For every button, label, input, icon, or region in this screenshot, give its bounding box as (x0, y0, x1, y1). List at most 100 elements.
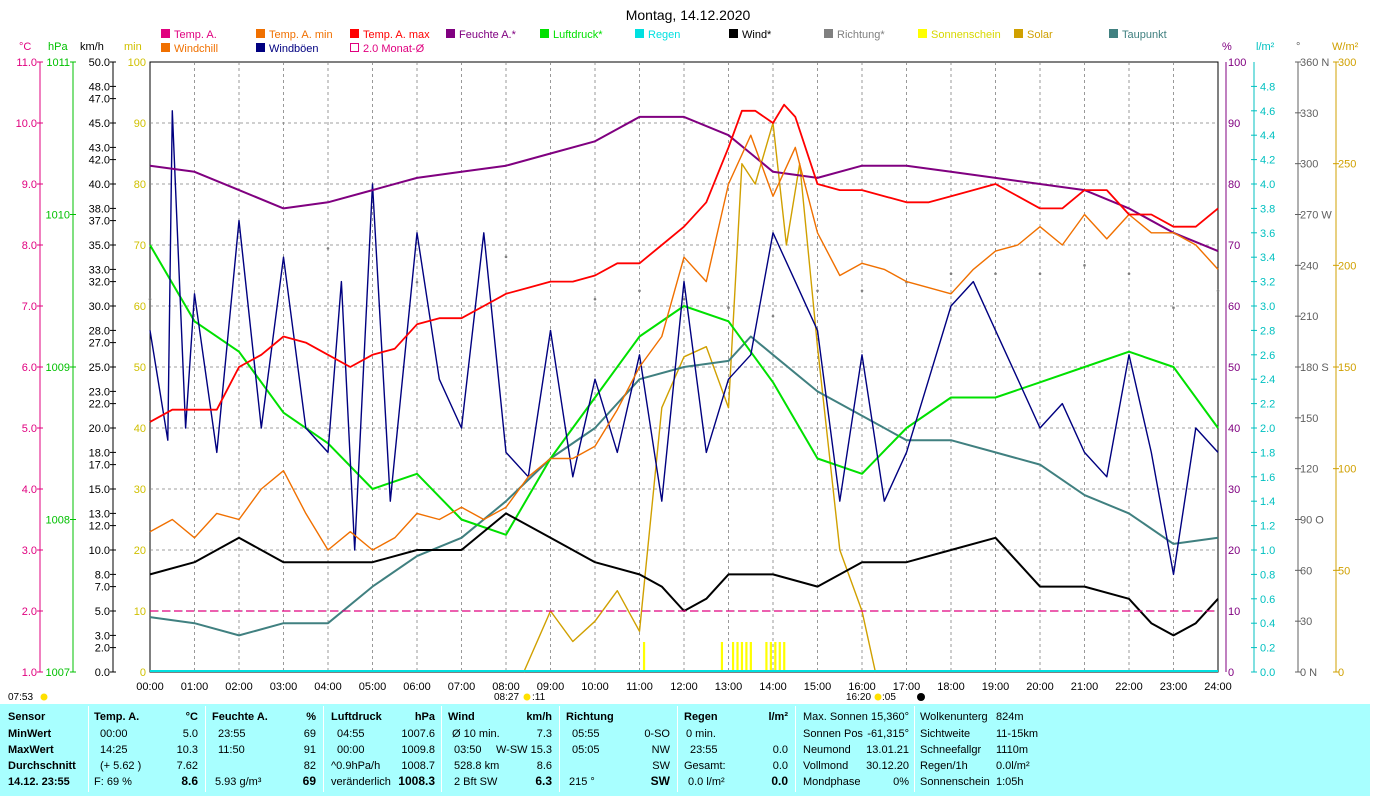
solar-tick: 250 (1338, 159, 1356, 171)
sunshine-bar (749, 642, 752, 672)
divider (441, 706, 442, 792)
legend-label: Feuchte A.* (459, 29, 517, 41)
divider (559, 706, 560, 792)
rain-tick: 1.4 (1260, 496, 1275, 508)
hour-tick: 06:00 (403, 681, 431, 693)
hum-avg-value: 82 (303, 760, 316, 772)
wind-tick: 37.0 (89, 216, 110, 228)
hum-abs: 5.93 g/m³ (215, 776, 262, 788)
series-temp-a (149, 103, 1219, 423)
wind-tick: 22.0 (89, 399, 110, 411)
wind-tick: 10.0 (89, 545, 110, 557)
astro-max-sun-value: 15,360° (870, 711, 909, 723)
sunshine-bar (774, 642, 777, 672)
rain-section: Regen l/m² 0 min. 23:55 0.0 Gesamt: 0.0 … (684, 704, 790, 796)
min-tick: 20 (134, 545, 146, 557)
hour-tick: 05:00 (359, 681, 387, 693)
pressure-tick: 1010 (46, 210, 70, 222)
direction-point (593, 297, 597, 301)
hour-tick: 12:00 (670, 681, 698, 693)
hour-tick: 22:00 (1115, 681, 1143, 693)
rain-tick: 0.2 (1260, 643, 1275, 655)
min-tick: 30 (134, 484, 146, 496)
direction-point (148, 297, 152, 301)
wind-tick: 27.0 (89, 338, 110, 350)
temp-head: Temp. A. (94, 711, 140, 723)
wind-tick: 23.0 (89, 386, 110, 398)
sunshine-bar (642, 642, 646, 672)
temp-min-value: 5.0 (182, 728, 198, 740)
wind-tick: 12.0 (89, 521, 110, 533)
dir-tick: 60 (1300, 565, 1312, 577)
solar-tick: 150 (1338, 362, 1356, 374)
legend-label: Temp. A. min (269, 29, 333, 41)
moon-icon (917, 693, 925, 701)
legend-label: Wind* (742, 29, 772, 41)
wind-tick: 42.0 (89, 155, 110, 167)
legend-swatch (729, 29, 738, 38)
series-feuchte-a (149, 115, 1219, 253)
dir-tick: 120 (1300, 464, 1318, 476)
astro-fullmoon-label: Vollmond (803, 760, 849, 772)
wind-tick: 32.0 (89, 277, 110, 289)
solar-tick: 50 (1338, 565, 1350, 577)
hum-min-time: 23:55 (218, 728, 246, 740)
sunshine-bar (769, 642, 772, 672)
wind-tick: 8.0 (95, 569, 110, 581)
pct-tick: 40 (1228, 423, 1240, 435)
legend-label: Regen (648, 29, 680, 41)
pct-tick: 30 (1228, 484, 1240, 496)
hour-tick: 16:00 (848, 681, 876, 693)
pct-tick: 10 (1228, 606, 1240, 618)
min-tick: 10 (134, 606, 146, 618)
press-current: 1008.3 (398, 774, 435, 788)
wind-tick: 47.0 (89, 94, 110, 106)
sensor-min-label: MinWert (8, 728, 52, 740)
misc-snowline-label: Schneefallgr (920, 744, 982, 756)
dir-tick: 0 N (1300, 667, 1317, 679)
sunshine-bar (765, 642, 768, 672)
astro-sun-pos-label: Sonnen Pos (803, 728, 863, 740)
legend: Temp. A. Temp. A. min Temp. A. max Feuchte … (161, 29, 1167, 55)
direction-point (1083, 264, 1086, 267)
legend-swatch (256, 43, 265, 52)
hour-tick: 01:00 (181, 681, 209, 693)
hour-tick: 13:00 (715, 681, 743, 693)
wind-bft: 2 Bft SW (454, 776, 498, 788)
min-tick: 40 (134, 423, 146, 435)
legend-swatch (1014, 29, 1023, 38)
rain-max-value: 0.0 (772, 744, 788, 756)
wind-tick: 28.0 (89, 325, 110, 337)
wind-tick: 38.0 (89, 203, 110, 215)
sunshine-bar (745, 642, 748, 672)
hour-tick: 09:00 (537, 681, 565, 693)
sun-marks: 07:53 08:27 :11 16:20 :05 (8, 692, 925, 703)
legend-swatch (256, 29, 265, 38)
direction-point (949, 272, 953, 276)
rain-tick: 0.4 (1260, 618, 1275, 630)
wind-run: 528.8 km (454, 760, 500, 772)
temp-tick: 11.0 (16, 57, 37, 69)
pct-tick: 0 (1228, 667, 1234, 679)
legend-label: Sonnenschein (931, 29, 1001, 41)
pressure-section: Luftdruck hPa 04:55 1007.6 00:00 1009.8 … (331, 704, 437, 796)
sunshine-bar (720, 642, 724, 672)
hour-tick: 21:00 (1071, 681, 1099, 693)
legend-swatch (446, 29, 455, 38)
astro-fullmoon-value: 30.12.20 (866, 760, 909, 772)
misc-section: Wolkenunterg 824m Sichtweite 11-15km Sch… (920, 704, 1050, 796)
humidity-section: Feuchte A. % 23:55 69 11:50 91 82 5.93 g… (212, 704, 318, 796)
hour-tick: 08:00 (492, 681, 520, 693)
misc-visibility-label: Sichtweite (920, 728, 971, 740)
rain-tick: 2.2 (1260, 399, 1275, 411)
hum-min-value: 69 (303, 728, 316, 740)
rain-unit: l/m² (768, 711, 788, 723)
dir-tick: 360 N (1300, 57, 1329, 69)
hour-tick: 20:00 (1026, 681, 1054, 693)
rain-tick: 1.0 (1260, 545, 1275, 557)
astro-section: Max. Sonnen 15,360° Sonnen Pos -61,315° … (803, 704, 909, 796)
wind-head: Wind (448, 711, 475, 723)
solar-tick: 100 (1338, 464, 1356, 476)
sunset-label: 16:20 (846, 692, 871, 703)
unit-deg: ° (1296, 41, 1300, 53)
